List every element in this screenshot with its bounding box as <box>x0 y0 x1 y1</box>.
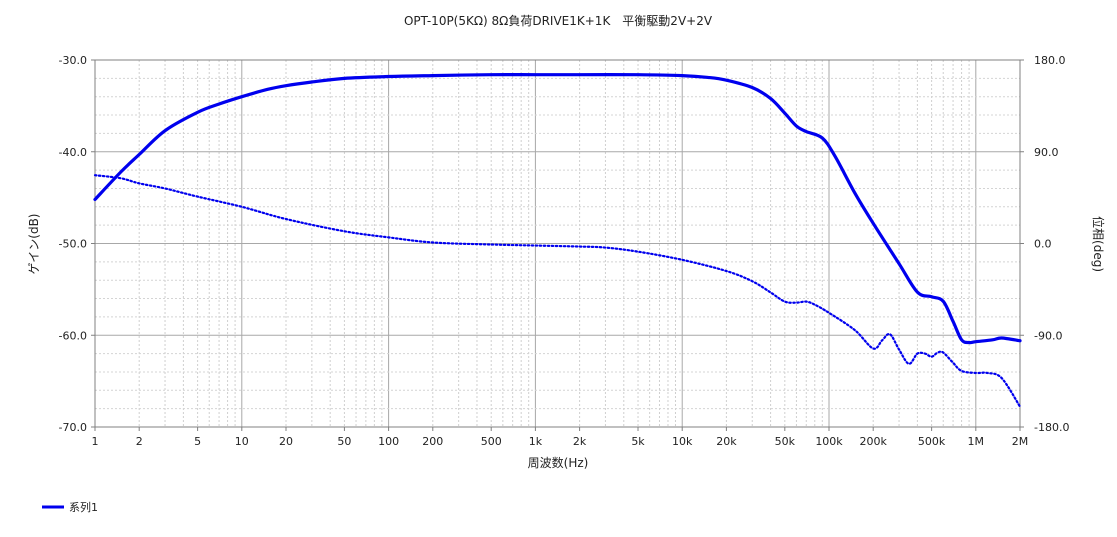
x-tick-label: 1 <box>92 435 99 448</box>
x-tick-label: 5k <box>631 435 645 448</box>
x-tick-label: 500 <box>481 435 502 448</box>
legend-label: 系列1 <box>69 500 98 514</box>
x-tick-label: 20 <box>279 435 293 448</box>
y2-axis-ticks: 180.0 90.0 0.0 -90.0 -180.0 <box>1020 54 1069 434</box>
gain-series-line <box>93 73 1022 345</box>
x-tick-label: 10 <box>235 435 249 448</box>
x-tick-label: 100k <box>815 435 843 448</box>
x-axis-ticks: 1 2 5 10 20 50 100 200 500 1k 2k 5k 10k 20k 50k 100k 200… <box>92 427 1029 448</box>
y-axis-ticks: -30.0 -40.0 -50.0 -60.0 -70.0 <box>59 54 95 434</box>
y2-tick-label: 0.0 <box>1034 238 1052 251</box>
x-axis-label: 周波数(Hz) <box>528 455 589 470</box>
x-tick-label: 200 <box>422 435 443 448</box>
x-tick-label: 2 <box>136 435 143 448</box>
x-tick-label: 5 <box>194 435 201 448</box>
y-tick-label: -70.0 <box>59 421 87 434</box>
x-tick-label: 2k <box>573 435 587 448</box>
x-tick-label: 1k <box>529 435 543 448</box>
x-tick-label: 2M <box>1012 435 1029 448</box>
legend: 系列1 <box>42 500 98 514</box>
y2-tick-label: 180.0 <box>1034 54 1066 67</box>
y2-axis-label: 位相(deg) <box>1091 216 1106 272</box>
phase-series-line <box>93 174 1022 408</box>
y2-tick-label: 90.0 <box>1034 146 1059 159</box>
x-tick-label: 500k <box>918 435 946 448</box>
y2-tick-label: -90.0 <box>1034 329 1062 342</box>
x-tick-label: 10k <box>672 435 693 448</box>
y-tick-label: -30.0 <box>59 54 87 67</box>
x-tick-label: 20k <box>716 435 737 448</box>
x-tick-label: 100 <box>378 435 399 448</box>
x-tick-label: 1M <box>968 435 985 448</box>
plot-grid <box>94 59 1021 428</box>
y2-tick-label: -180.0 <box>1034 421 1069 434</box>
y-tick-label: -50.0 <box>59 238 87 251</box>
y-axis-label: ゲイン(dB) <box>27 214 41 275</box>
x-tick-label: 50k <box>775 435 796 448</box>
y-tick-label: -40.0 <box>59 146 87 159</box>
series-group <box>93 73 1022 408</box>
y-tick-label: -60.0 <box>59 329 87 342</box>
chart-title: OPT-10P(5KΩ) 8Ω負荷DRIVE1K+1K 平衡駆動2V+2V <box>404 14 713 28</box>
x-tick-label: 50 <box>337 435 351 448</box>
x-tick-label: 200k <box>860 435 888 448</box>
